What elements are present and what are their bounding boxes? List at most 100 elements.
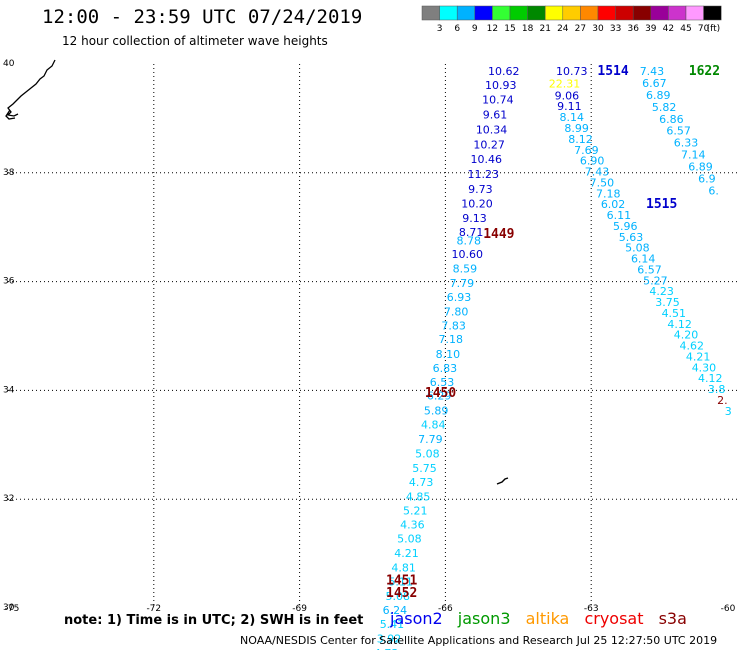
x-tick-label: -63: [584, 604, 599, 614]
wave-value: 5.08: [397, 533, 422, 546]
wave-value: 6.02: [601, 198, 626, 211]
wave-value: 8.78: [456, 235, 481, 248]
legend-label: 42: [663, 24, 674, 34]
wave-value: 7.14: [681, 149, 706, 162]
y-tick-label: 30: [3, 603, 15, 613]
legend-swatch: [668, 5, 687, 21]
legend-swatch: [474, 5, 493, 21]
legend-swatch: [615, 5, 634, 21]
coastline-path: [5, 59, 56, 120]
legend-label: 70: [698, 24, 710, 34]
wave-value: 6.9: [698, 173, 716, 186]
wave-value: 6.11: [607, 209, 632, 222]
wave-value: 4.62: [680, 340, 705, 353]
wave-value: 9.06: [555, 89, 580, 102]
legend-label: 24: [557, 24, 569, 34]
legend-swatch: [527, 5, 546, 21]
wave-value: 7.50: [590, 176, 615, 189]
legend-label: 12: [487, 24, 498, 34]
wave-value: 7.83: [441, 319, 466, 332]
y-tick-label: 36: [3, 277, 15, 287]
wave-value: 7.80: [444, 305, 469, 318]
wave-value: 10.27: [473, 138, 505, 151]
sat-cryosat: cryosat: [584, 609, 644, 628]
legend-label: 3: [437, 24, 443, 34]
page-subtitle: 12 hour collection of altimeter wave hei…: [62, 34, 328, 48]
wave-value: 6.93: [447, 291, 472, 304]
legend-swatch: [544, 5, 564, 21]
sat-jason3: jason3: [457, 609, 511, 628]
wave-value: 8.71: [459, 226, 484, 239]
wave-value: 6.86: [659, 113, 684, 126]
legend-unit: (ft): [707, 24, 721, 34]
wave-value: 4.36: [400, 519, 425, 532]
x-tick-label: -60: [721, 604, 736, 614]
wave-value: 6.89: [688, 161, 713, 174]
wave-value: 8.12: [568, 133, 593, 146]
wave-value: 3.92: [377, 632, 402, 645]
legend-label: 33: [610, 24, 621, 34]
wave-value: 7.43: [585, 166, 610, 179]
y-tick-label: 40: [3, 59, 15, 69]
wave-value: 10.74: [482, 94, 514, 107]
coastline: [5, 59, 509, 485]
satellite-legend: jason2 jason3 altika cryosat s3a: [390, 609, 697, 628]
island-path: [496, 477, 509, 485]
wave-value: 6.53: [430, 376, 455, 389]
legend-swatch: [703, 5, 722, 21]
wave-value: 10.20: [461, 198, 493, 211]
wave-value: 5.08: [625, 242, 650, 255]
legend-label: 45: [680, 24, 691, 34]
wave-value: 5.27: [643, 274, 668, 287]
legend-label: 30: [592, 24, 604, 34]
wave-value: 6.90: [580, 155, 605, 168]
legend-swatch: [439, 5, 458, 21]
legend-label: 6: [454, 24, 460, 34]
wave-value: 7.18: [438, 333, 463, 346]
legend-label: 27: [575, 24, 586, 34]
axis-tick-labels: -75 -72 -69 -66 -63 -60 30 32 34 36 38 40: [3, 59, 736, 614]
wave-value: 5.08: [386, 590, 411, 603]
credit-line: NOAA/NESDIS Center for Satellite Applica…: [240, 634, 718, 647]
x-tick-label: -72: [146, 604, 161, 614]
legend-swatch: [456, 5, 476, 21]
pass-time-label: 1452: [386, 586, 417, 601]
wave-value: 10.93: [485, 79, 517, 92]
wave-value: 9.61: [483, 108, 508, 121]
wave-value: 10.46: [470, 153, 502, 166]
wave-value: 7.43: [640, 65, 665, 78]
wave-value: 6.24: [383, 604, 408, 617]
wave-value: 6.89: [646, 89, 671, 102]
legend-label: 36: [627, 24, 639, 34]
wave-value: 8.10: [436, 348, 461, 361]
wave-value: 6.29: [427, 390, 452, 403]
sat-altika: altika: [525, 609, 570, 628]
wave-value: 6.57: [637, 263, 662, 276]
wave-value: 8.99: [564, 122, 589, 135]
wave-value: 4.85: [406, 490, 431, 503]
wave-value: 10.34: [476, 124, 508, 137]
wave-value: 8.59: [453, 262, 478, 275]
wave-value: 9.13: [462, 212, 487, 225]
wave-value: 10.62: [488, 65, 520, 78]
wave-value: 3.8: [708, 383, 726, 396]
wave-value: 4.12: [698, 372, 723, 385]
wave-value: 5.96: [613, 220, 638, 233]
wave-value: 4.21: [394, 547, 419, 560]
wave-value: 4.23: [649, 285, 674, 298]
wave-value: 5.21: [403, 504, 428, 517]
legend-swatch: [650, 5, 669, 21]
wave-value: 4.73: [409, 476, 434, 489]
pass-time-label: 1514: [597, 64, 628, 79]
wave-value: 3: [725, 405, 732, 418]
lat-lon-grid: [8, 64, 737, 608]
legend-swatch: [632, 5, 652, 21]
wave-value: 4.51: [662, 307, 687, 320]
wave-value: 7.79: [418, 433, 443, 446]
wave-value: 10.73: [556, 65, 588, 78]
pass-time-label: 1449: [483, 227, 514, 242]
wave-value: 4.20: [674, 329, 699, 342]
legend-swatch: [421, 5, 440, 21]
